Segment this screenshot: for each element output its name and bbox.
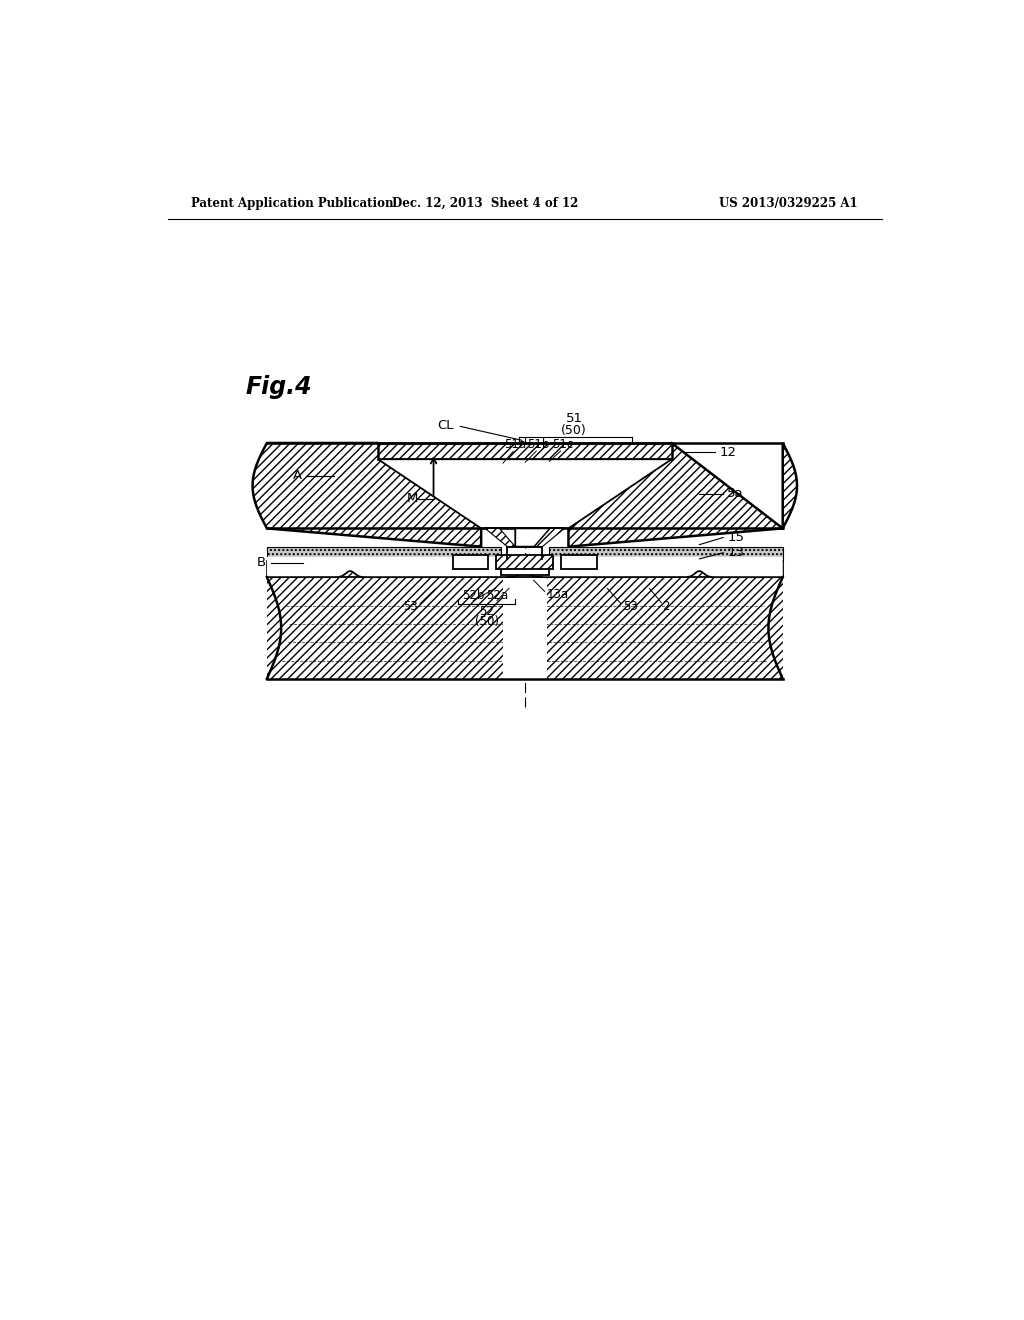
Bar <box>501 558 549 576</box>
Text: 51c: 51c <box>552 437 573 450</box>
Bar <box>561 554 597 569</box>
Text: Patent Application Publication: Patent Application Publication <box>191 197 394 210</box>
Polygon shape <box>267 557 782 577</box>
Bar <box>267 561 782 577</box>
Text: 52b: 52b <box>462 589 484 602</box>
Text: M: M <box>407 492 418 506</box>
Text: CL: CL <box>437 420 454 432</box>
Text: 53: 53 <box>623 601 638 612</box>
Bar <box>267 546 501 561</box>
Bar <box>503 569 547 681</box>
Text: US 2013/0329225 A1: US 2013/0329225 A1 <box>720 197 858 210</box>
Text: 15: 15 <box>727 531 744 544</box>
Text: 51a: 51a <box>504 437 526 450</box>
Polygon shape <box>535 528 564 546</box>
Polygon shape <box>253 444 481 546</box>
Text: Dec. 12, 2013  Sheet 4 of 12: Dec. 12, 2013 Sheet 4 of 12 <box>392 197 579 210</box>
Bar <box>453 554 488 569</box>
Text: 2: 2 <box>663 601 670 612</box>
Bar <box>549 546 782 561</box>
Polygon shape <box>568 444 797 546</box>
Text: 51b: 51b <box>527 437 550 450</box>
Polygon shape <box>378 459 672 528</box>
Text: 12: 12 <box>719 446 736 458</box>
Text: (50): (50) <box>561 424 587 437</box>
Text: A: A <box>293 469 302 482</box>
Text: 52: 52 <box>479 605 495 618</box>
Bar <box>267 577 782 678</box>
Bar <box>497 554 553 569</box>
Text: (50): (50) <box>475 615 499 628</box>
Polygon shape <box>515 528 550 546</box>
Text: 52a: 52a <box>486 589 508 602</box>
Text: B: B <box>257 557 266 569</box>
Text: Fig.4: Fig.4 <box>246 375 312 399</box>
Text: 5a: 5a <box>727 487 743 500</box>
Polygon shape <box>485 528 515 546</box>
Polygon shape <box>378 444 672 459</box>
Text: 13: 13 <box>727 546 744 560</box>
Text: 53: 53 <box>403 601 418 612</box>
Text: 51: 51 <box>565 412 583 425</box>
Text: 13a: 13a <box>546 587 568 601</box>
